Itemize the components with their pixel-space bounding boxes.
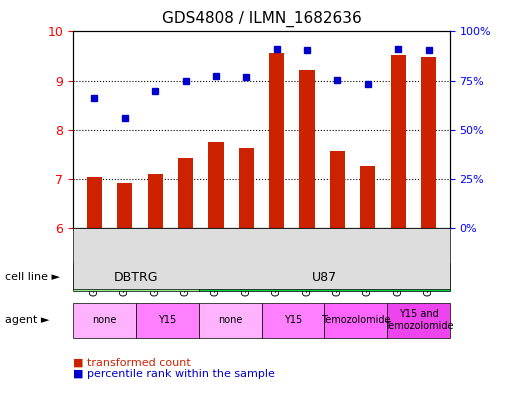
- Text: none: none: [218, 315, 242, 325]
- Text: Y15: Y15: [158, 315, 176, 325]
- Text: ■ percentile rank within the sample: ■ percentile rank within the sample: [73, 369, 275, 379]
- Bar: [178, 158, 193, 228]
- Bar: [269, 53, 285, 228]
- Bar: [391, 55, 406, 228]
- Bar: [147, 174, 163, 228]
- Bar: [238, 148, 254, 228]
- Bar: [208, 142, 223, 228]
- Text: Temozolomide: Temozolomide: [321, 315, 390, 325]
- Text: none: none: [93, 315, 117, 325]
- Text: agent ►: agent ►: [5, 315, 50, 325]
- Text: U87: U87: [312, 270, 337, 284]
- Bar: [360, 165, 376, 228]
- Bar: [421, 57, 436, 228]
- Bar: [87, 177, 102, 228]
- Text: Y15: Y15: [284, 315, 302, 325]
- Text: cell line ►: cell line ►: [5, 272, 60, 282]
- Text: Y15 and
Temozolomide: Y15 and Temozolomide: [384, 310, 453, 331]
- Title: GDS4808 / ILMN_1682636: GDS4808 / ILMN_1682636: [162, 11, 361, 27]
- Bar: [330, 151, 345, 228]
- Text: DBTRG: DBTRG: [113, 270, 158, 284]
- Bar: [300, 70, 315, 228]
- Text: ■ transformed count: ■ transformed count: [73, 358, 191, 367]
- Bar: [117, 183, 132, 228]
